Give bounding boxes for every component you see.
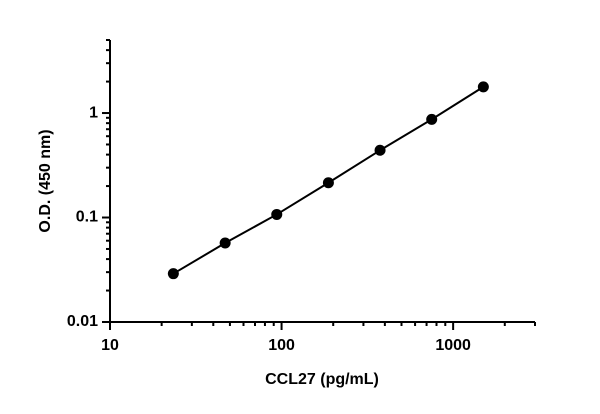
x-tick-label: 10	[101, 337, 119, 354]
data-point	[219, 237, 231, 249]
x-tick-label: 1000	[435, 337, 471, 354]
x-tick-label: 100	[268, 337, 295, 354]
data-point	[477, 81, 489, 93]
data-point	[374, 144, 386, 156]
data-point	[271, 208, 283, 220]
data-point	[167, 268, 179, 280]
y-tick-label: 1	[89, 104, 98, 121]
x-axis-label: CCL27 (pg/mL)	[265, 371, 379, 388]
y-tick-label: 0.1	[76, 209, 98, 226]
y-axis-label: O.D. (450 nm)	[37, 129, 54, 232]
data-point	[426, 113, 438, 125]
y-tick-label: 0.01	[67, 313, 98, 330]
data-point	[322, 177, 334, 189]
